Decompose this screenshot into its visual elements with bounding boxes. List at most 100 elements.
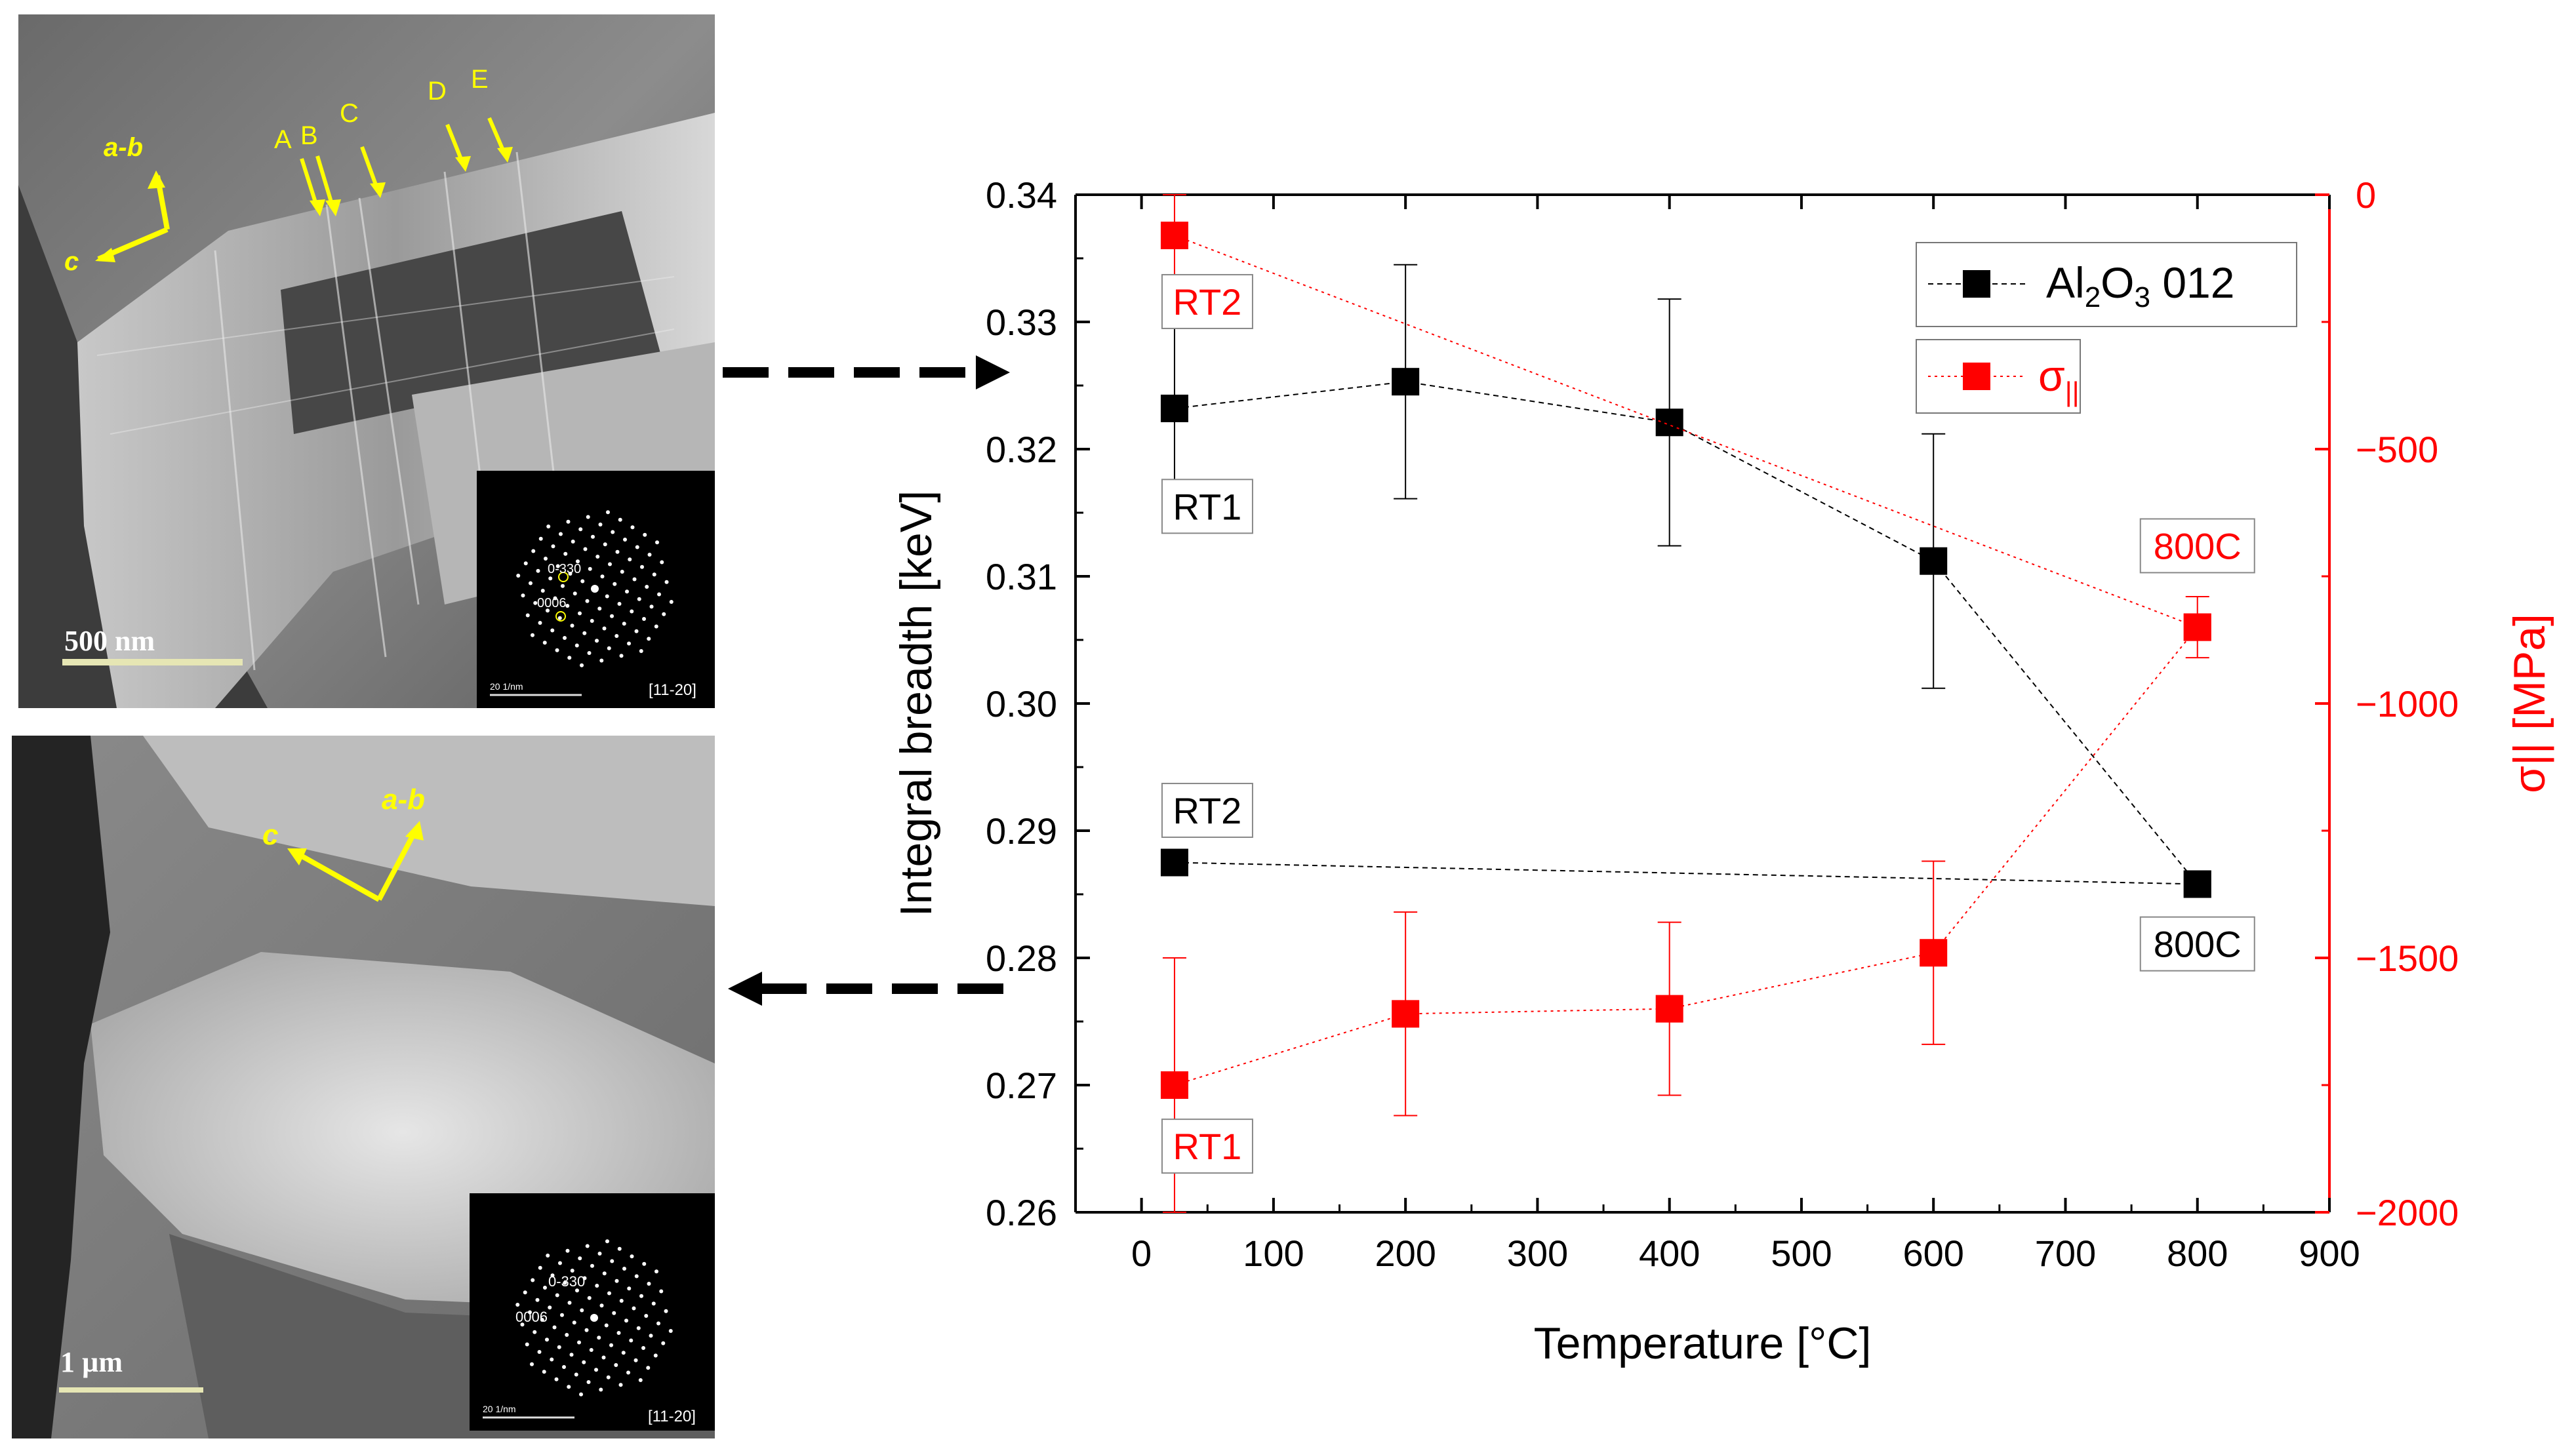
diffraction-spot xyxy=(580,663,584,667)
zone-axis-label-b: [11-20] xyxy=(648,1408,696,1425)
diffraction-spot xyxy=(531,1278,535,1282)
x-tick-label: 100 xyxy=(1243,1233,1304,1274)
diffraction-spot xyxy=(565,1333,569,1338)
annotation-label: RT1 xyxy=(1173,1126,1242,1167)
diffraction-spot xyxy=(636,1326,641,1330)
diffraction-spot xyxy=(618,1383,623,1387)
diffraction-spot xyxy=(575,559,580,564)
diffraction-spot xyxy=(626,1370,631,1375)
diffraction-spot xyxy=(570,624,574,628)
diffraction-spot xyxy=(619,1298,624,1303)
diffraction-spot xyxy=(598,522,603,526)
diffraction-spot xyxy=(590,1263,594,1268)
diffraction-spot xyxy=(550,1357,554,1362)
data-point xyxy=(1160,394,1188,422)
diffraction-spot xyxy=(613,582,617,586)
diffraction-spot xyxy=(587,1296,592,1300)
diffraction-spot xyxy=(523,561,528,566)
diffraction-spot xyxy=(577,1340,582,1345)
diffraction-spot xyxy=(523,1290,527,1295)
tem-bottom-overlays: 1 µm a-b c xyxy=(59,783,425,1393)
data-point xyxy=(1392,1000,1420,1028)
diffraction-spot xyxy=(580,579,585,584)
diffraction-spot xyxy=(585,599,590,603)
y-right-tick-label: 0 xyxy=(2356,174,2376,216)
diffraction-spot xyxy=(578,527,583,532)
diffraction-spot xyxy=(654,1269,659,1274)
diffraction-spot xyxy=(578,1256,582,1261)
diffraction-spot xyxy=(554,1377,559,1381)
diffraction-spot xyxy=(611,530,615,534)
arrowhead-bottom xyxy=(728,972,762,1006)
x-tick-label: 800 xyxy=(2167,1233,2228,1274)
diffraction-spot xyxy=(568,572,573,576)
x-axis-label: Temperature [°C] xyxy=(1534,1318,1872,1368)
diffraction-spot xyxy=(643,532,647,537)
diffraction-spot xyxy=(630,525,635,530)
diffraction-spot xyxy=(628,557,632,562)
diffraction-spot xyxy=(619,654,624,658)
diffraction-spot xyxy=(574,1288,579,1293)
diffraction-spot xyxy=(533,1330,537,1334)
diffraction-spot xyxy=(607,646,611,650)
spot-label-0-330-b: 0-330 xyxy=(548,1273,585,1290)
data-point xyxy=(1655,995,1683,1023)
diffraction-spot xyxy=(616,1330,621,1335)
diffraction-spot xyxy=(659,1289,664,1294)
diffraction-spot xyxy=(621,1351,626,1355)
diffraction-spot xyxy=(543,557,548,561)
axis-label-ab-bottom: a-b xyxy=(382,783,425,816)
diffraction-spot xyxy=(647,552,652,557)
y-left-tick-label: 0.30 xyxy=(986,683,1057,724)
diffraction-spot xyxy=(632,1306,636,1311)
x-tick-label: 500 xyxy=(1771,1233,1832,1274)
diffraction-spot xyxy=(652,572,656,577)
diffraction-spot xyxy=(557,1345,561,1349)
diffraction-spot xyxy=(520,1322,525,1327)
legend-label-red: σ|| xyxy=(2038,351,2080,407)
diffraction-spot xyxy=(536,568,540,573)
diffraction-spot xyxy=(625,589,630,594)
diffraction-spot xyxy=(597,1251,602,1256)
diffraction-spot xyxy=(557,616,562,620)
diffraction-spot xyxy=(614,634,619,639)
diffraction-pattern-bottom: 0-330 0006 20 1/nm [11-20] xyxy=(470,1193,715,1431)
diffraction-spot xyxy=(610,614,614,618)
zone-axis-label: [11-20] xyxy=(649,681,696,699)
diffraction-spot xyxy=(582,1276,587,1280)
diffraction-spot xyxy=(582,1360,586,1364)
diffraction-spot xyxy=(607,562,612,566)
y-axis-left-label: Integral breadth [keV] xyxy=(891,490,941,917)
y-left-tick-label: 0.26 xyxy=(986,1192,1057,1233)
diffraction-spot xyxy=(644,1313,649,1318)
diffraction-spot xyxy=(634,1274,639,1279)
x-tick-label: 900 xyxy=(2299,1233,2360,1274)
diffraction-spot xyxy=(538,621,542,625)
diffraction-spot xyxy=(624,1318,629,1323)
axis-label-ab-top: a-b xyxy=(104,133,143,162)
data-point xyxy=(1655,408,1683,437)
crystal-axes-bottom xyxy=(294,826,420,902)
diffraction-spot xyxy=(566,519,571,524)
diffraction-inset-bottom: 0-330 0006 20 1/nm [11-20] xyxy=(470,1193,715,1431)
diffraction-spot xyxy=(647,1281,651,1286)
diffraction-spot xyxy=(622,622,626,626)
diffraction-pattern-top: 0-330 0006 20 1/nm [11-20] xyxy=(477,471,715,708)
diffraction-spot xyxy=(563,551,568,556)
diffraction-spot xyxy=(622,537,627,542)
arrowhead-top xyxy=(976,355,1010,389)
scale-bar-label-top: 500 nm xyxy=(64,625,155,657)
diffraction-spot xyxy=(580,1308,584,1313)
y-left-tick-label: 0.32 xyxy=(986,429,1057,470)
diffraction-spot xyxy=(571,539,575,544)
diffraction-spot xyxy=(579,1392,584,1397)
diffraction-spot xyxy=(640,565,645,569)
diffraction-spot xyxy=(603,542,607,547)
annotation-label: 800C xyxy=(2154,525,2242,566)
marker-label-E: E xyxy=(471,65,489,94)
diffraction-spot xyxy=(567,1385,571,1389)
diffraction-spot xyxy=(639,649,643,654)
diffraction-spot xyxy=(551,544,555,549)
diffraction-spot xyxy=(584,1328,589,1332)
diffraction-spot xyxy=(614,1279,619,1283)
